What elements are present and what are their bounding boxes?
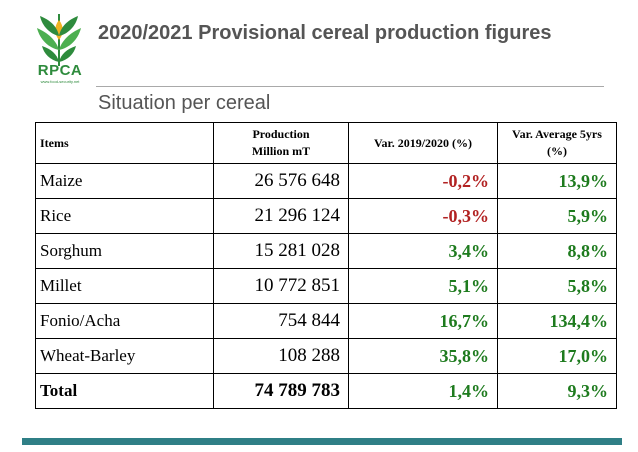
header-production-line1: Production bbox=[252, 127, 310, 141]
cell-production: 15 281 028 bbox=[213, 233, 349, 269]
table-row: Fonio/Acha 754 844 16,7% 134,4% bbox=[35, 303, 617, 339]
logo-tagline: www.food-security.net bbox=[40, 79, 80, 84]
cell-var-average: 13,9% bbox=[497, 163, 617, 199]
header-production-line2: Million mT bbox=[251, 144, 311, 158]
table-row: Millet 10 772 851 5,1% 5,8% bbox=[35, 268, 617, 304]
table-row: Wheat-Barley 108 288 35,8% 17,0% bbox=[35, 338, 617, 374]
cell-var-year: 5,1% bbox=[348, 268, 498, 304]
header-production: Production Million mT bbox=[213, 122, 349, 164]
cell-total-production: 74 789 783 bbox=[213, 373, 349, 409]
cell-production: 754 844 bbox=[213, 303, 349, 339]
cell-item: Sorghum bbox=[35, 233, 214, 269]
cell-var-average: 17,0% bbox=[497, 338, 617, 374]
cell-item: Millet bbox=[35, 268, 214, 304]
cell-total-var-average: 9,3% bbox=[497, 373, 617, 409]
production-table: Items Production Million mT Var. 2019/20… bbox=[35, 122, 617, 409]
table-row: Maize 26 576 648 -0,2% 13,9% bbox=[35, 163, 617, 199]
page-subtitle: Situation per cereal bbox=[98, 92, 271, 114]
cell-item: Maize bbox=[35, 163, 214, 199]
footer-bar bbox=[22, 438, 622, 445]
cell-production: 108 288 bbox=[213, 338, 349, 374]
page-title: 2020/2021 Provisional cereal production … bbox=[98, 22, 552, 44]
rpca-logo-icon bbox=[37, 14, 81, 66]
cell-var-average: 134,4% bbox=[497, 303, 617, 339]
cell-production: 21 296 124 bbox=[213, 198, 349, 234]
cell-item: Fonio/Acha bbox=[35, 303, 214, 339]
cell-var-year: -0,2% bbox=[348, 163, 498, 199]
cell-total-var-year: 1,4% bbox=[348, 373, 498, 409]
cell-production: 10 772 851 bbox=[213, 268, 349, 304]
header-items: Items bbox=[35, 122, 214, 164]
cell-var-year: 35,8% bbox=[348, 338, 498, 374]
cell-var-average: 8,8% bbox=[497, 233, 617, 269]
cell-var-year: 16,7% bbox=[348, 303, 498, 339]
table-header-row: Items Production Million mT Var. 2019/20… bbox=[35, 122, 617, 164]
cell-total-label: Total bbox=[35, 373, 214, 409]
table-total-row: Total 74 789 783 1,4% 9,3% bbox=[35, 373, 617, 409]
cell-var-year: -0,3% bbox=[348, 198, 498, 234]
cell-var-average: 5,9% bbox=[497, 198, 617, 234]
header-var-average-line1: Var. Average 5yrs bbox=[512, 127, 602, 141]
table-row: Sorghum 15 281 028 3,4% 8,8% bbox=[35, 233, 617, 269]
cell-item: Wheat-Barley bbox=[35, 338, 214, 374]
cell-var-year: 3,4% bbox=[348, 233, 498, 269]
header-var-average: Var. Average 5yrs (%) bbox=[497, 122, 617, 164]
logo-name: RPCA bbox=[37, 62, 83, 79]
header-var-average-line2: (%) bbox=[547, 144, 567, 158]
table-row: Rice 21 296 124 -0,3% 5,9% bbox=[35, 198, 617, 234]
cell-var-average: 5,8% bbox=[497, 268, 617, 304]
cell-item: Rice bbox=[35, 198, 214, 234]
title-divider bbox=[96, 86, 604, 87]
header-var-year: Var. 2019/2020 (%) bbox=[348, 122, 498, 164]
cell-production: 26 576 648 bbox=[213, 163, 349, 199]
